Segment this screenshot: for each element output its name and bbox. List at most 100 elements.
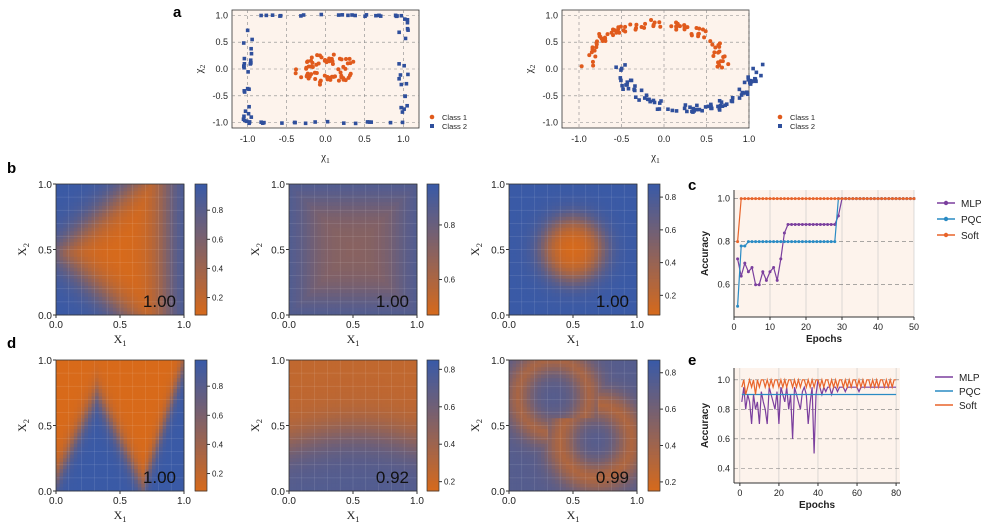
heat-cell — [70, 296, 75, 301]
class2-point — [400, 110, 405, 114]
y-tick-label: -0.5 — [542, 91, 558, 101]
heat-cell — [66, 227, 71, 232]
heat-cell — [84, 381, 89, 386]
heat-cell — [587, 209, 592, 214]
heat-cell — [413, 238, 418, 243]
heat-cell — [594, 224, 599, 229]
heat-cell — [321, 271, 325, 276]
heat-cell — [152, 209, 156, 214]
heat-cell — [317, 234, 322, 239]
heat-cell — [406, 234, 411, 239]
heat-cell — [155, 249, 160, 254]
heat-cell — [59, 205, 64, 210]
heat-cell — [580, 220, 585, 225]
heat-cell — [292, 191, 297, 196]
heat-cell — [537, 202, 542, 207]
heat-cell — [519, 285, 524, 290]
colorbar-cell — [427, 233, 439, 237]
heat-cell — [328, 213, 333, 218]
heat-cell — [56, 447, 60, 452]
heat-cell — [335, 234, 340, 239]
heat-cell — [573, 231, 577, 236]
heat-cell — [622, 278, 627, 283]
heat-cell — [120, 184, 124, 189]
heat-cell — [176, 220, 181, 225]
heat-cell — [84, 289, 89, 294]
heat-cell — [363, 311, 368, 316]
heat-cell — [385, 300, 389, 305]
heat-cell — [66, 213, 71, 218]
heat-cell — [59, 187, 64, 192]
heat-cell — [70, 410, 75, 415]
heat-cell — [296, 205, 301, 210]
heat-cell — [519, 282, 524, 287]
heat-cell — [73, 267, 78, 272]
heat-cell — [102, 245, 107, 250]
x-tick-label: 1.0 — [177, 320, 191, 331]
heat-cell — [134, 198, 139, 203]
heat-cell — [98, 220, 103, 225]
heat-cell — [516, 245, 521, 250]
heat-cell — [335, 278, 340, 283]
heat-cell — [162, 209, 167, 214]
heat-cell — [134, 184, 139, 189]
heat-cell — [148, 198, 153, 203]
heat-cell — [342, 184, 347, 189]
heat-cell — [551, 289, 556, 294]
heat-cell — [91, 278, 96, 283]
heat-cell — [576, 274, 581, 280]
heat-cell — [349, 231, 354, 236]
heat-cell — [80, 367, 85, 372]
heat-cell — [562, 242, 567, 247]
heat-cell — [144, 249, 149, 254]
colorbar-cell — [195, 265, 207, 270]
heat-cell — [530, 249, 535, 254]
heat-cell — [91, 480, 96, 485]
heat-cell — [399, 187, 404, 192]
heat-cell — [395, 311, 400, 316]
heat-cell — [321, 278, 325, 283]
heat-cell — [622, 231, 627, 236]
heat-cell — [299, 304, 304, 309]
heat-cell — [385, 253, 389, 258]
heat-cell — [91, 253, 96, 258]
heat-cell — [77, 202, 82, 207]
heat-cell — [342, 220, 347, 225]
heat-cell — [338, 260, 343, 265]
heat-cell — [388, 245, 393, 250]
heat-cell — [381, 231, 386, 236]
heat-cell — [166, 205, 171, 210]
heat-cell — [331, 311, 336, 316]
heat-cell — [148, 260, 153, 265]
heat-cell — [59, 191, 64, 196]
heat-cell — [626, 282, 631, 287]
heat-cell — [629, 191, 634, 196]
heat-cell — [392, 271, 397, 276]
heat-cell — [152, 205, 156, 210]
heat-cell — [342, 267, 347, 272]
heat-cell — [95, 205, 100, 210]
heat-cell — [519, 271, 524, 276]
heat-cell — [353, 300, 357, 305]
heat-cell — [324, 198, 329, 203]
heat-cell — [66, 300, 71, 305]
heat-cell — [555, 260, 560, 265]
heat-cell — [66, 461, 71, 466]
heat-cell — [331, 231, 336, 236]
heat-cell — [385, 209, 389, 214]
heat-cell — [509, 271, 513, 276]
score-label: 1.00 — [596, 292, 629, 311]
heat-cell — [299, 205, 304, 210]
class1-point — [696, 34, 701, 39]
heat-cell — [381, 267, 386, 272]
heat-cell — [612, 249, 617, 254]
heat-cell — [594, 311, 599, 316]
heat-cell — [345, 274, 350, 280]
heat-cell — [317, 264, 322, 269]
heat-cell — [587, 296, 592, 301]
heat-cell — [565, 278, 570, 283]
heat-cell — [98, 407, 103, 412]
heat-cell — [377, 213, 382, 218]
heat-cell — [523, 274, 528, 280]
heat-cell — [565, 220, 570, 225]
